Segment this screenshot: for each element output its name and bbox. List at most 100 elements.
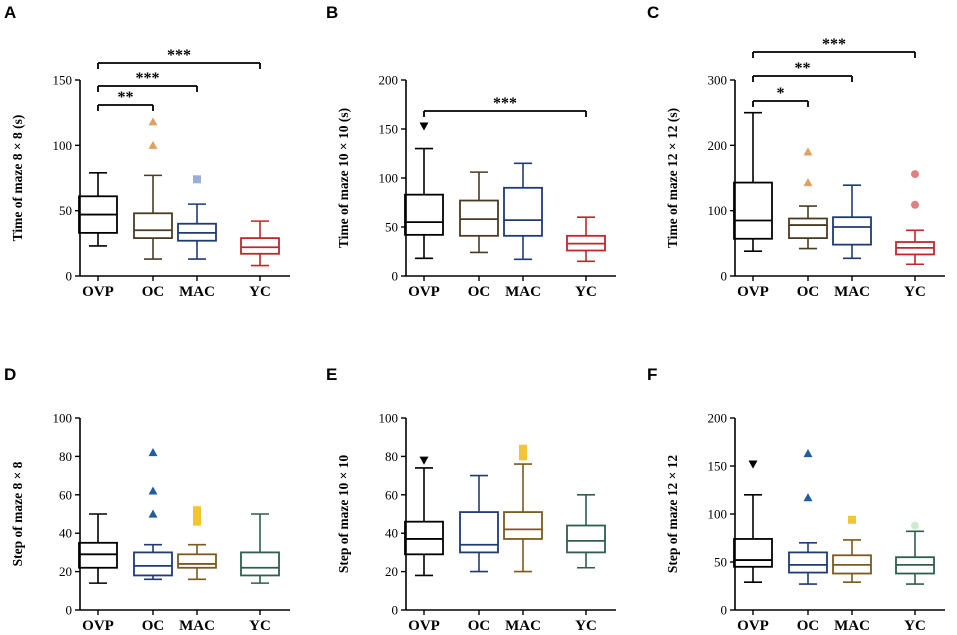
significance-bracket: ** <box>752 60 853 82</box>
significance-label: ** <box>795 60 811 77</box>
x-category-label: YC <box>904 618 926 634</box>
y-axis-title: Step of maze 12 × 12 <box>665 455 680 574</box>
box-oc <box>788 449 828 585</box>
y-tick-label: 60 <box>59 487 72 502</box>
outlier-triangle <box>148 448 158 457</box>
y-axis-title: Time of maze 8 × 8 (s) <box>10 115 25 242</box>
outlier-square <box>519 444 527 453</box>
box-yc <box>895 170 935 266</box>
y-tick-label: 50 <box>385 220 398 235</box>
y-tick-label: 300 <box>708 73 728 88</box>
x-category-label: YC <box>249 618 271 634</box>
box-mac <box>177 175 217 260</box>
outlier-triangle <box>803 147 813 156</box>
box-ovp <box>733 111 773 252</box>
y-tick-label: 100 <box>708 203 728 218</box>
outlier-square <box>193 175 201 184</box>
box-yc <box>240 220 280 267</box>
x-category-label: OC <box>142 284 165 300</box>
panel-letter: F <box>647 365 657 384</box>
significance-label: *** <box>136 70 160 87</box>
box-ovp <box>404 122 444 260</box>
y-tick-label: 50 <box>59 203 72 218</box>
box-iqr <box>788 217 828 240</box>
significance-bracket: *** <box>97 70 198 92</box>
outlier-triangle-down <box>419 456 429 465</box>
box-iqr <box>240 551 280 577</box>
box-iqr <box>503 511 543 540</box>
y-tick-label: 200 <box>708 411 728 426</box>
y-tick-label: 200 <box>379 73 399 88</box>
panel-e: E 0 20 40 60 80 100 Step of maze 10 × 10 OVP OC MA… <box>326 365 616 634</box>
y-tick-label: 20 <box>385 564 398 579</box>
x-category-label: OVP <box>82 618 114 634</box>
x-category-label: OVP <box>737 618 769 634</box>
box-iqr <box>404 520 444 556</box>
y-tick-label: 40 <box>385 526 398 541</box>
x-category-label: OC <box>468 618 491 634</box>
box-iqr <box>733 181 773 240</box>
y-tick-label: 80 <box>385 449 398 464</box>
significance-label: * <box>777 85 785 102</box>
panel-c: C 0 100 200 300 Time of maze 12 × 12 (s) OVP OC… <box>647 3 945 300</box>
box-yc <box>566 216 606 263</box>
box-iqr <box>133 551 173 577</box>
box-iqr <box>459 511 499 554</box>
box-iqr <box>566 524 606 554</box>
box-iqr <box>459 199 499 237</box>
box-mac <box>832 184 872 260</box>
outlier-triangle <box>148 509 158 518</box>
y-tick-label: 0 <box>721 269 728 284</box>
panel-a: A 0 50 100 150 Time of maze 8 × 8 (s) OVP OC MAC… <box>4 3 290 300</box>
x-category-label: YC <box>575 284 597 300</box>
panel-letter: E <box>326 365 337 384</box>
x-category-label: MAC <box>179 284 215 300</box>
box-mac <box>503 162 543 261</box>
y-tick-label: 150 <box>53 73 73 88</box>
panel-f: F 0 50 100 150 200 Step of maze 12 × 12 OVP OC MA… <box>647 365 945 634</box>
significance-bracket: *** <box>97 47 261 69</box>
outlier-square <box>193 506 201 515</box>
outlier-circle <box>911 521 919 530</box>
box-oc <box>133 448 173 581</box>
panel-b: B 0 50 100 150 200 Time of maze 10 × 10 (s) OVP… <box>326 3 616 300</box>
outlier-triangle-down <box>419 122 429 131</box>
box-iqr <box>133 212 173 240</box>
significance-label: ** <box>118 89 134 106</box>
box-mac <box>503 444 543 573</box>
x-category-label: YC <box>904 284 926 300</box>
y-tick-label: 100 <box>379 411 399 426</box>
y-tick-label: 100 <box>53 138 73 153</box>
outlier-triangle <box>803 493 813 502</box>
outlier-triangle <box>803 449 813 458</box>
significance-bracket: ** <box>97 89 154 111</box>
significance-label: *** <box>167 47 191 64</box>
x-category-label: OC <box>468 284 491 300</box>
x-category-label: OVP <box>737 284 769 300</box>
box-mac <box>832 515 872 583</box>
outlier-square <box>519 452 527 461</box>
y-tick-label: 100 <box>53 411 73 426</box>
x-category-label: OC <box>142 618 165 634</box>
x-category-label: OC <box>797 618 820 634</box>
box-ovp <box>78 171 118 247</box>
box-oc <box>788 147 828 250</box>
y-tick-label: 100 <box>708 507 728 522</box>
outlier-triangle <box>148 486 158 495</box>
y-axis-title: Step of maze 10 × 10 <box>336 455 351 574</box>
y-tick-label: 0 <box>721 603 728 618</box>
y-tick-label: 40 <box>59 526 72 541</box>
x-category-label: OVP <box>408 284 440 300</box>
box-iqr <box>733 538 773 568</box>
x-category-label: MAC <box>834 284 870 300</box>
x-category-label: OVP <box>408 618 440 634</box>
y-tick-label: 60 <box>385 487 398 502</box>
box-yc <box>895 521 935 585</box>
y-tick-label: 200 <box>708 138 728 153</box>
significance-bracket: * <box>752 85 809 107</box>
box-iqr <box>404 193 444 236</box>
y-axis-title: Time of maze 12 × 12 (s) <box>665 108 680 248</box>
y-tick-label: 20 <box>59 564 72 579</box>
significance-label: *** <box>493 95 517 112</box>
